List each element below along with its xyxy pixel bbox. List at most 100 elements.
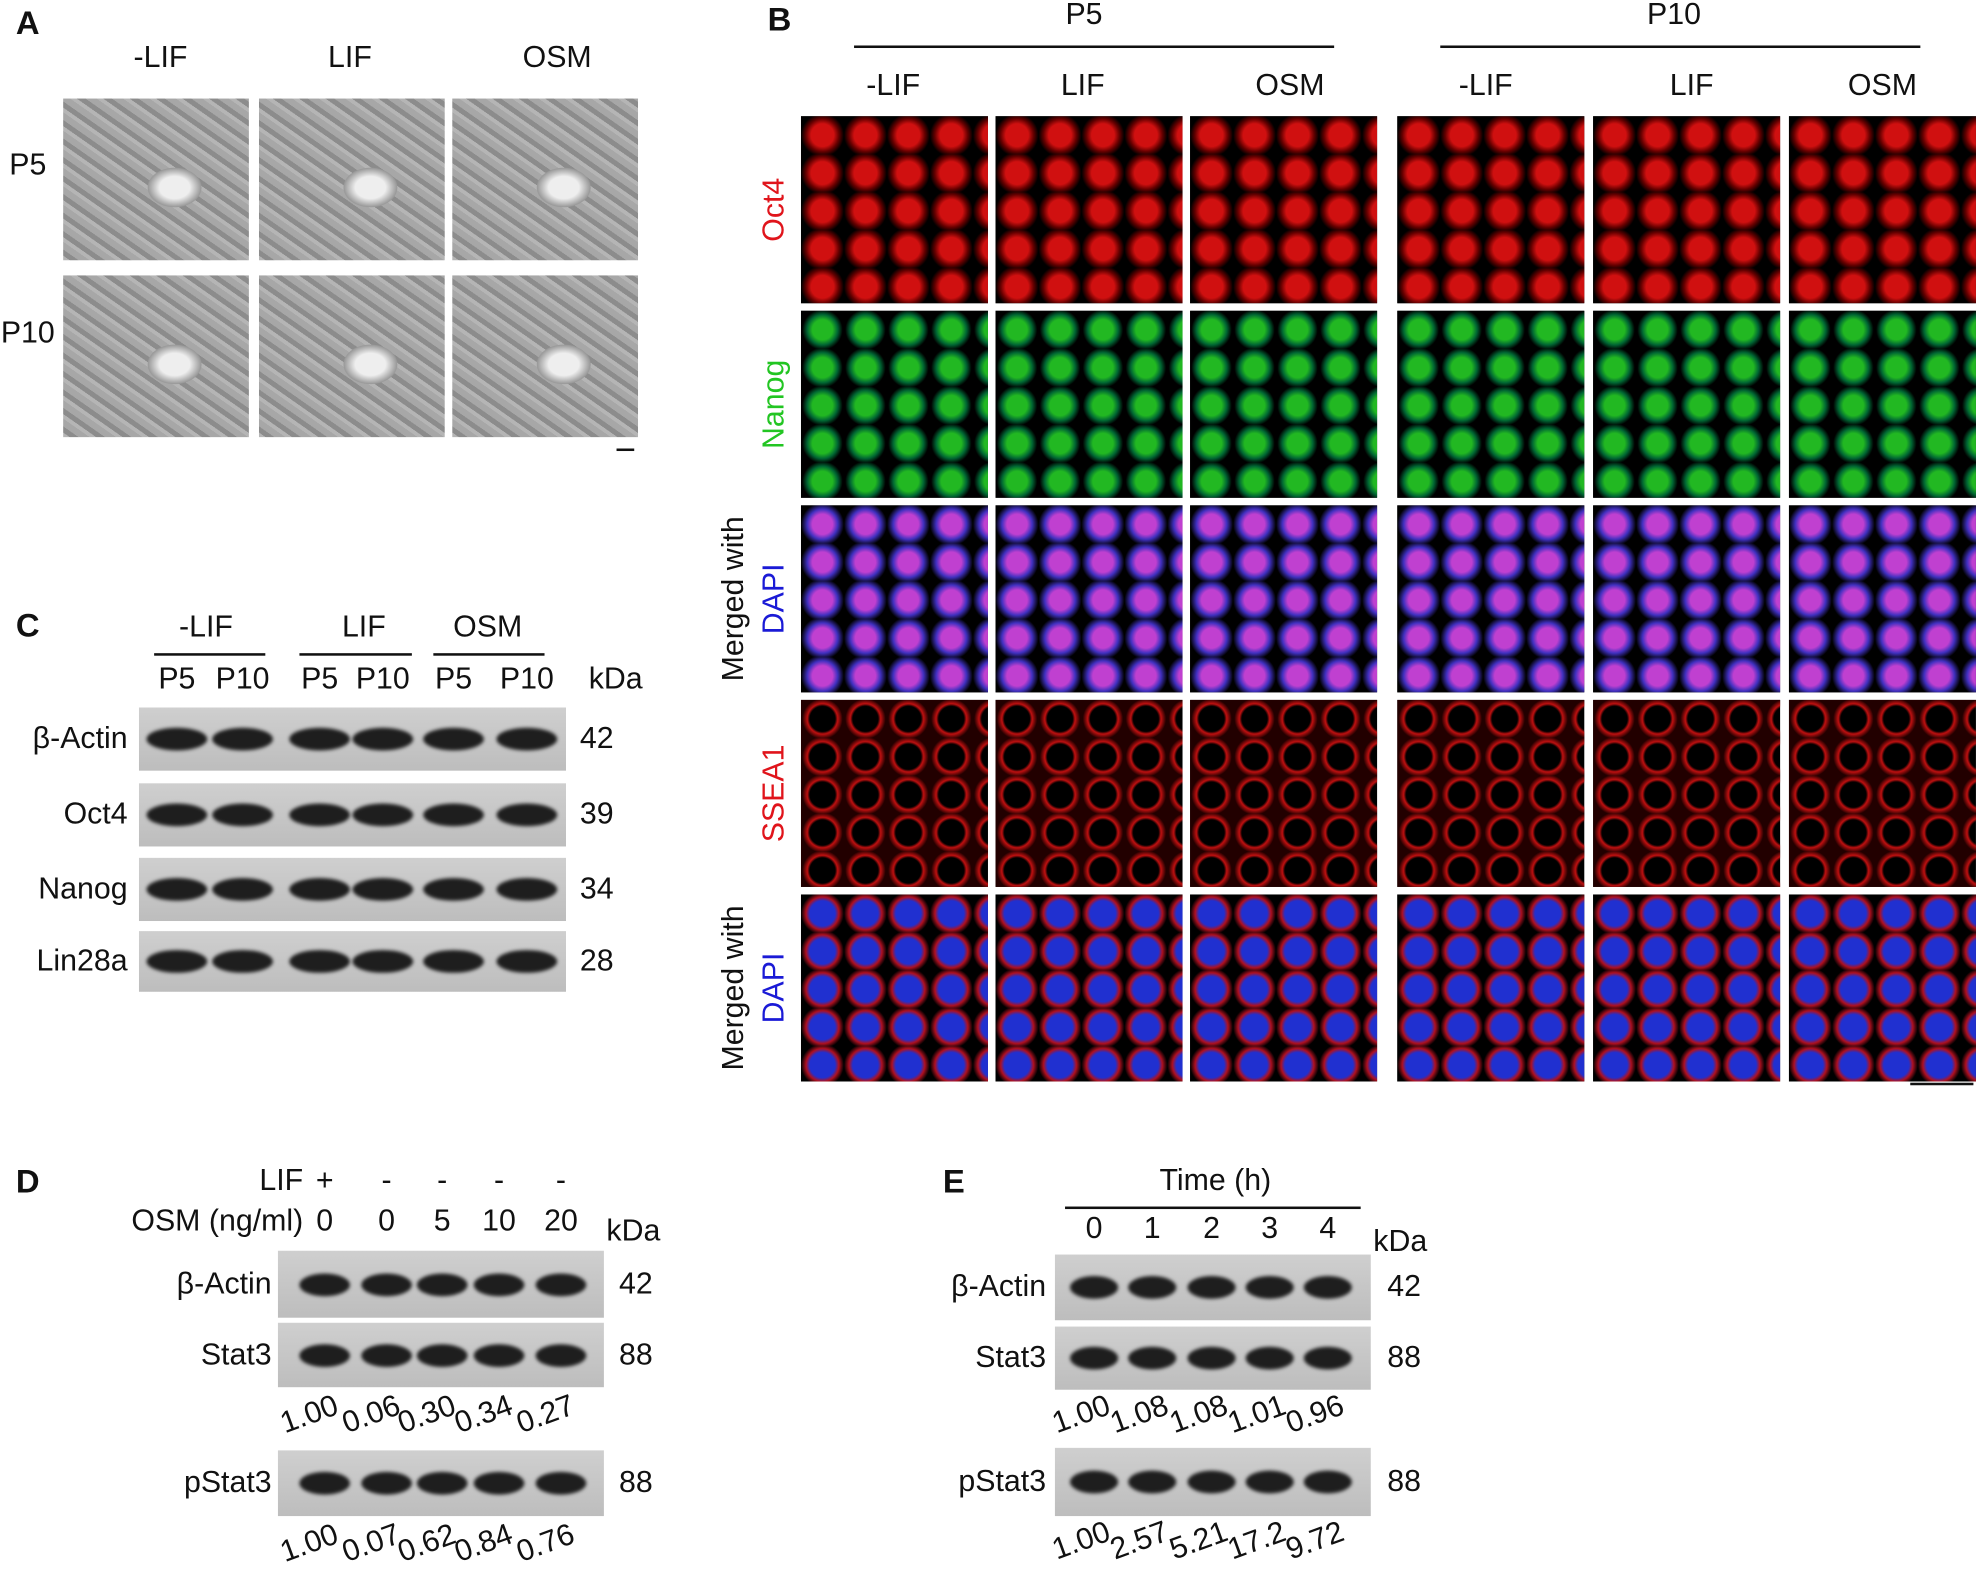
phase-contrast-image: [452, 275, 639, 438]
lane-label: 3: [1261, 1211, 1279, 1246]
row-label: DAPI: [756, 563, 791, 635]
group-label: LIF: [341, 610, 386, 645]
band-label: Nanog: [38, 871, 128, 906]
band-label: Stat3: [975, 1340, 1047, 1375]
treatment-value: -: [381, 1163, 392, 1198]
lane-label: P10: [355, 662, 410, 697]
lane-label: P5: [158, 662, 196, 697]
column-label: -LIF: [1458, 68, 1513, 103]
blot-band: [212, 950, 273, 973]
axis-title: Time (h): [1159, 1163, 1272, 1198]
band-label: β-Actin: [176, 1266, 272, 1301]
quantification: 1.00: [1047, 1388, 1115, 1441]
band-label: pStat3: [958, 1464, 1047, 1499]
fluorescence-image: [1593, 505, 1781, 693]
phase-contrast-image: [63, 275, 249, 438]
lane-label: P10: [215, 662, 270, 697]
band-label: Lin28a: [36, 943, 128, 978]
blot-band: [1303, 1276, 1352, 1299]
band-label: pStat3: [183, 1465, 272, 1500]
blot-band: [289, 878, 350, 901]
rule: [433, 653, 545, 656]
quantification: 1.08: [1105, 1388, 1173, 1441]
blot-band: [1187, 1276, 1236, 1299]
fluorescence-image: [1593, 116, 1781, 304]
panel-label: E: [942, 1162, 965, 1201]
blot-band: [496, 803, 558, 827]
fluorescence-image: [1788, 310, 1976, 498]
panel-label: A: [15, 3, 40, 42]
band-label: β-Actin: [32, 721, 128, 756]
fluorescence-image: [1788, 699, 1976, 887]
quantification: 0.30: [393, 1388, 461, 1441]
fluorescence-image: [1190, 894, 1378, 1082]
blot-band: [423, 727, 484, 751]
blot-band: [1187, 1346, 1236, 1370]
molecular-weight: 39: [579, 797, 614, 832]
blot-band: [212, 878, 273, 901]
blot-band: [535, 1272, 587, 1296]
lane-label: 4: [1319, 1211, 1337, 1246]
treatment-value: 0: [316, 1204, 334, 1239]
group-title: P5: [1065, 0, 1103, 32]
rule: [1065, 1206, 1361, 1210]
unit-label: kDa: [1373, 1224, 1428, 1259]
quantification: 0.07: [337, 1517, 405, 1570]
rule: [1910, 1082, 1974, 1086]
fluorescence-image: [800, 894, 988, 1082]
blot-band: [212, 727, 273, 751]
blot-band: [1245, 1276, 1294, 1299]
fluorescence-image: [995, 116, 1183, 304]
fluorescence-image: [995, 505, 1183, 693]
blot-band: [212, 803, 273, 827]
phase-contrast-image: [258, 98, 445, 261]
molecular-weight: 88: [1387, 1464, 1421, 1499]
quantification: 5.21: [1165, 1514, 1233, 1567]
row-label: Oct4: [756, 177, 791, 242]
fluorescence-image: [1397, 116, 1585, 304]
fluorescence-image: [1593, 310, 1781, 498]
treatment-value: 0: [378, 1204, 396, 1239]
row-label: P10: [0, 315, 55, 350]
molecular-weight: 42: [1387, 1269, 1421, 1304]
molecular-weight: 88: [619, 1337, 653, 1372]
phase-contrast-image: [452, 98, 639, 261]
fluorescence-image: [1593, 894, 1781, 1082]
blot-band: [1128, 1276, 1177, 1299]
quantification: 1.08: [1165, 1388, 1233, 1441]
blot-band: [1187, 1470, 1236, 1494]
fluorescence-image: [995, 894, 1183, 1082]
panel-label: B: [767, 0, 792, 38]
blot-band: [361, 1343, 412, 1367]
column-label: -LIF: [866, 68, 921, 103]
quantification: 0.84: [450, 1517, 518, 1570]
blot-band: [473, 1272, 525, 1296]
molecular-weight: 42: [579, 721, 614, 756]
blot-band: [1303, 1470, 1352, 1494]
molecular-weight: 88: [619, 1465, 653, 1500]
blot-band: [352, 878, 414, 901]
quantification: 0.96: [1281, 1388, 1349, 1441]
quantification: 1.00: [275, 1517, 343, 1570]
fluorescence-image: [1788, 894, 1976, 1082]
blot-band: [423, 878, 484, 901]
fluorescence-image: [800, 505, 988, 693]
quantification: 2.57: [1105, 1514, 1173, 1567]
fluorescence-image: [995, 310, 1183, 498]
lane-label: 2: [1203, 1211, 1221, 1246]
column-label: OSM: [1847, 68, 1917, 103]
blot-band: [146, 950, 208, 973]
blot-band: [146, 727, 208, 751]
blot-band: [1070, 1346, 1119, 1370]
blot-band: [299, 1471, 350, 1495]
fluorescence-image: [1190, 116, 1378, 304]
blot-band: [352, 950, 414, 973]
quantification: 17.2: [1223, 1514, 1291, 1567]
treatment-value: +: [315, 1163, 334, 1198]
fluorescence-image: [1788, 116, 1976, 304]
blot-band: [146, 803, 208, 827]
column-label: LIF: [328, 40, 372, 75]
unit-label: kDa: [588, 662, 643, 697]
blot-band: [1070, 1276, 1119, 1299]
